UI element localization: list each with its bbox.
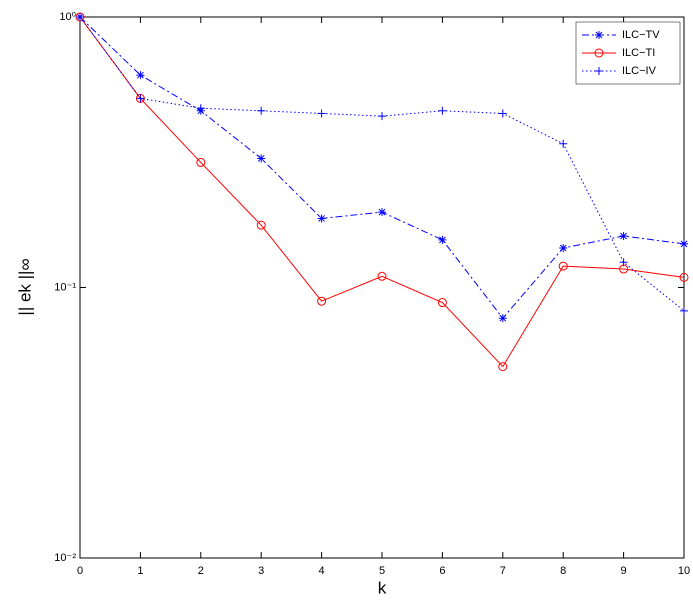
data-point: [559, 140, 567, 148]
legend-label: ILC−IV: [622, 65, 657, 77]
marker-shape: [378, 112, 386, 120]
marker-shape: [680, 307, 688, 315]
marker-shape: [499, 109, 507, 117]
data-point: [378, 112, 386, 120]
x-tick-label: 8: [560, 565, 566, 577]
x-tick-label: 6: [439, 565, 445, 577]
marker-shape: [438, 107, 446, 115]
marker-shape: [257, 154, 265, 162]
legend-label: ILC−TV: [622, 29, 660, 41]
data-point: [438, 107, 446, 115]
x-tick-label: 7: [500, 565, 506, 577]
marker-shape: [257, 107, 265, 115]
x-tick-label: 2: [198, 565, 204, 577]
marker-shape: [136, 71, 144, 79]
x-tick-label: 0: [77, 565, 83, 577]
marker-shape: [620, 258, 628, 266]
marker-shape: [378, 208, 386, 216]
marker-shape: [559, 244, 567, 252]
data-point: [559, 244, 567, 252]
data-point: [257, 154, 265, 162]
legend-label: ILC−TI: [622, 47, 655, 59]
data-point: [680, 240, 688, 248]
x-tick-label: 10: [678, 565, 690, 577]
marker-shape: [680, 240, 688, 248]
marker-shape: [595, 31, 603, 39]
data-point: [257, 107, 265, 115]
data-point: [318, 109, 326, 117]
data-point: [680, 307, 688, 315]
x-tick-label: 3: [258, 565, 264, 577]
y-tick-label: 10⁻²: [54, 552, 76, 564]
y-tick-label: 10⁻¹: [54, 281, 76, 293]
x-tick-label: 9: [621, 565, 627, 577]
x-axis-label: k: [378, 578, 387, 597]
plot-frame: [80, 17, 684, 558]
legend-marker: [595, 31, 603, 39]
marker-shape: [318, 109, 326, 117]
data-point: [620, 258, 628, 266]
legend: ILC−TV ILC−TI ILC−IV: [576, 22, 680, 84]
data-point: [620, 232, 628, 240]
x-tick-label: 1: [137, 565, 143, 577]
page: k || ek ||∞ 10⁻² 10⁻¹ 10⁰ 0 1 2 3 4 5 6 7 8 9 10 ILC−T…: [0, 0, 693, 600]
y-tick-label: 10⁰: [59, 11, 76, 23]
marker-shape: [438, 236, 446, 244]
y-axis-label: || ek ||∞: [15, 258, 34, 315]
data-point: [499, 109, 507, 117]
marker-shape: [499, 314, 507, 322]
data-point: [438, 236, 446, 244]
marker-shape: [620, 232, 628, 240]
marker-shape: [559, 140, 567, 148]
chart: k || ek ||∞ 10⁻² 10⁻¹ 10⁰ 0 1 2 3 4 5 6 7 8 9 10 ILC−T…: [0, 0, 693, 600]
data-point: [378, 208, 386, 216]
x-tick-label: 4: [319, 565, 325, 577]
marker-shape: [318, 214, 326, 222]
data-point: [499, 314, 507, 322]
x-tick-label: 5: [379, 565, 385, 577]
data-point: [136, 71, 144, 79]
data-point: [318, 214, 326, 222]
